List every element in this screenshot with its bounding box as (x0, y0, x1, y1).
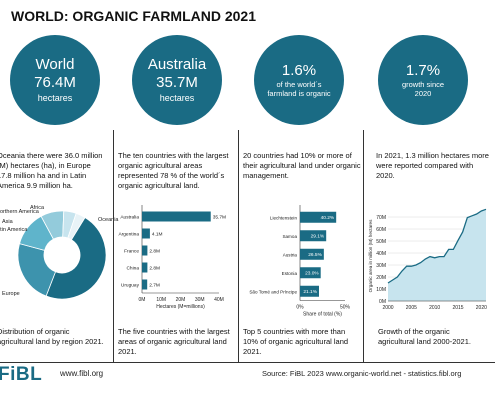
category-label: Australia (120, 215, 139, 221)
tick-label: 50M (376, 239, 386, 245)
data-label: 2.7M (149, 282, 160, 288)
data-label: 4.1M (152, 231, 163, 237)
column-divider (363, 130, 364, 363)
bar (142, 279, 148, 290)
category-label: Liechtenstein (270, 215, 298, 220)
tick-label: 20M (376, 275, 386, 281)
circle-unit: hectares (159, 93, 195, 103)
tick-label: 40M (376, 251, 386, 257)
tick-label: 20M (176, 297, 186, 303)
category-label: Estonia (282, 271, 298, 276)
tick-label: 70M (376, 215, 386, 221)
top-share-bar-chart: Liechtenstein 40.2% Samoa 29.1% Austria 26.5%… (249, 205, 351, 318)
axis-title: Hectares (M=millions) (156, 304, 205, 310)
top-countries-paragraph: The ten countries with the largest organ… (118, 151, 229, 190)
bar (142, 245, 148, 256)
top-share-caption: Top 5 countries with more than 10% of or… (243, 327, 349, 356)
category-label: Samoa (282, 234, 297, 239)
tick-label: 30M (195, 297, 205, 303)
data-label: 26.5% (308, 252, 322, 258)
category-label: Austria (283, 252, 298, 257)
tick-label: 60M (376, 227, 386, 233)
tick-label: 40M (214, 297, 224, 303)
tick-label: 10M (156, 297, 166, 303)
axis-title: Share of total (%) (303, 312, 342, 318)
pie-label: Asia (2, 219, 14, 225)
data-label: 29.1% (311, 234, 325, 240)
bar (300, 230, 327, 242)
tick-label: 0M (379, 299, 386, 305)
axis-title: Organic area in million (M) hectares (368, 219, 373, 292)
tick-label: 50% (340, 305, 351, 311)
circle-title: Australia (147, 56, 207, 73)
bar (300, 211, 337, 223)
category-label: Argentina (118, 232, 139, 238)
pie-label: Northern America (0, 209, 40, 215)
bar (142, 228, 150, 239)
tick-label: 10M (376, 287, 386, 293)
australia-area-circle: Australia 35.7M hectares (132, 35, 222, 125)
data-label: 2.8M (149, 265, 160, 271)
data-label: 2.8M (149, 248, 160, 254)
category-label: Uruguay (121, 283, 140, 289)
area-fill (388, 209, 486, 301)
circle-title: 1.6% (281, 61, 317, 79)
data-label: 23.0% (305, 271, 319, 277)
page-title: WORLD: ORGANIC FARMLAND 2021 (11, 8, 257, 24)
area-line (387, 208, 487, 284)
fibl-logo: FiBL (0, 364, 43, 385)
bar (142, 262, 148, 273)
pie-slice (45, 216, 107, 300)
circle-value: 76.4M (34, 74, 76, 91)
fibl-url-link[interactable]: www.fibl.org (60, 369, 104, 378)
pie-label: Europe (2, 291, 20, 297)
data-label: 35.7M (213, 214, 226, 220)
circle-title: 1.7% (405, 61, 441, 79)
circle-text: of the world´s farmland is organic (267, 79, 331, 99)
pie-label: Africa (30, 205, 45, 211)
bar (142, 211, 211, 222)
circle-value: 35.7M (156, 74, 198, 91)
circle-unit: hectares (37, 93, 73, 103)
tick-label: 0% (296, 305, 304, 311)
tick-label: 0M (139, 297, 146, 303)
growth-caption: Growth of the organic agricultural land … (378, 327, 471, 346)
world-area-circle: World 76.4M hectares (10, 35, 100, 125)
tick-label: 30M (376, 263, 386, 269)
category-label: São Tomé and Príncipe (249, 289, 297, 294)
pie-label: Latin America (0, 227, 28, 233)
source-note: Source: FiBL 2023 www.organic-world.net … (262, 369, 462, 378)
region-donut-chart: Oceania Europe Latin America Asia Northern A… (0, 205, 119, 300)
bar (300, 285, 319, 297)
pie-label: Oceania (98, 217, 119, 223)
largest-countries-bar-chart: Australia 35.7M Argentina 4.1M France 2.8M Chi… (118, 205, 226, 310)
column-divider (238, 130, 239, 363)
tick-label: 2015 (452, 305, 463, 311)
largest-countries-caption: The five countries with the largest area… (118, 327, 230, 356)
share-circle: 1.6% of the world´s farmland is organic (254, 35, 344, 125)
tick-label: 2010 (429, 305, 440, 311)
circle-title: World (35, 56, 75, 73)
column-divider (113, 130, 114, 363)
growth-circle: 1.7% growth since 2020 (378, 35, 468, 125)
pie-slice (67, 212, 86, 241)
category-label: China (126, 266, 139, 272)
tick-label: 2000 (382, 305, 393, 311)
category-label: France (124, 249, 139, 255)
circle-text: growth since 2020 (401, 79, 445, 99)
tick-label: 2020 (476, 305, 487, 311)
data-label: 40.2% (321, 215, 335, 221)
bar (300, 248, 324, 260)
data-label: 21.1% (303, 289, 317, 295)
share-paragraph: 20 countries had 10% or more of their ag… (243, 151, 361, 180)
region-paragraph: Oceania there were 36.0 million (M) hect… (0, 151, 103, 190)
region-caption: Distribution of organic agricultural lan… (0, 327, 104, 346)
tick-label: 2005 (406, 305, 417, 311)
bar (300, 267, 321, 279)
growth-area-chart: 0M 10M 20M 30M 40M 50M 60M 70M 2000 2005 2010 2015 2… (368, 208, 487, 311)
growth-paragraph: In 2021, 1.3 million hectares more were … (376, 151, 489, 180)
footer-divider (0, 362, 495, 363)
